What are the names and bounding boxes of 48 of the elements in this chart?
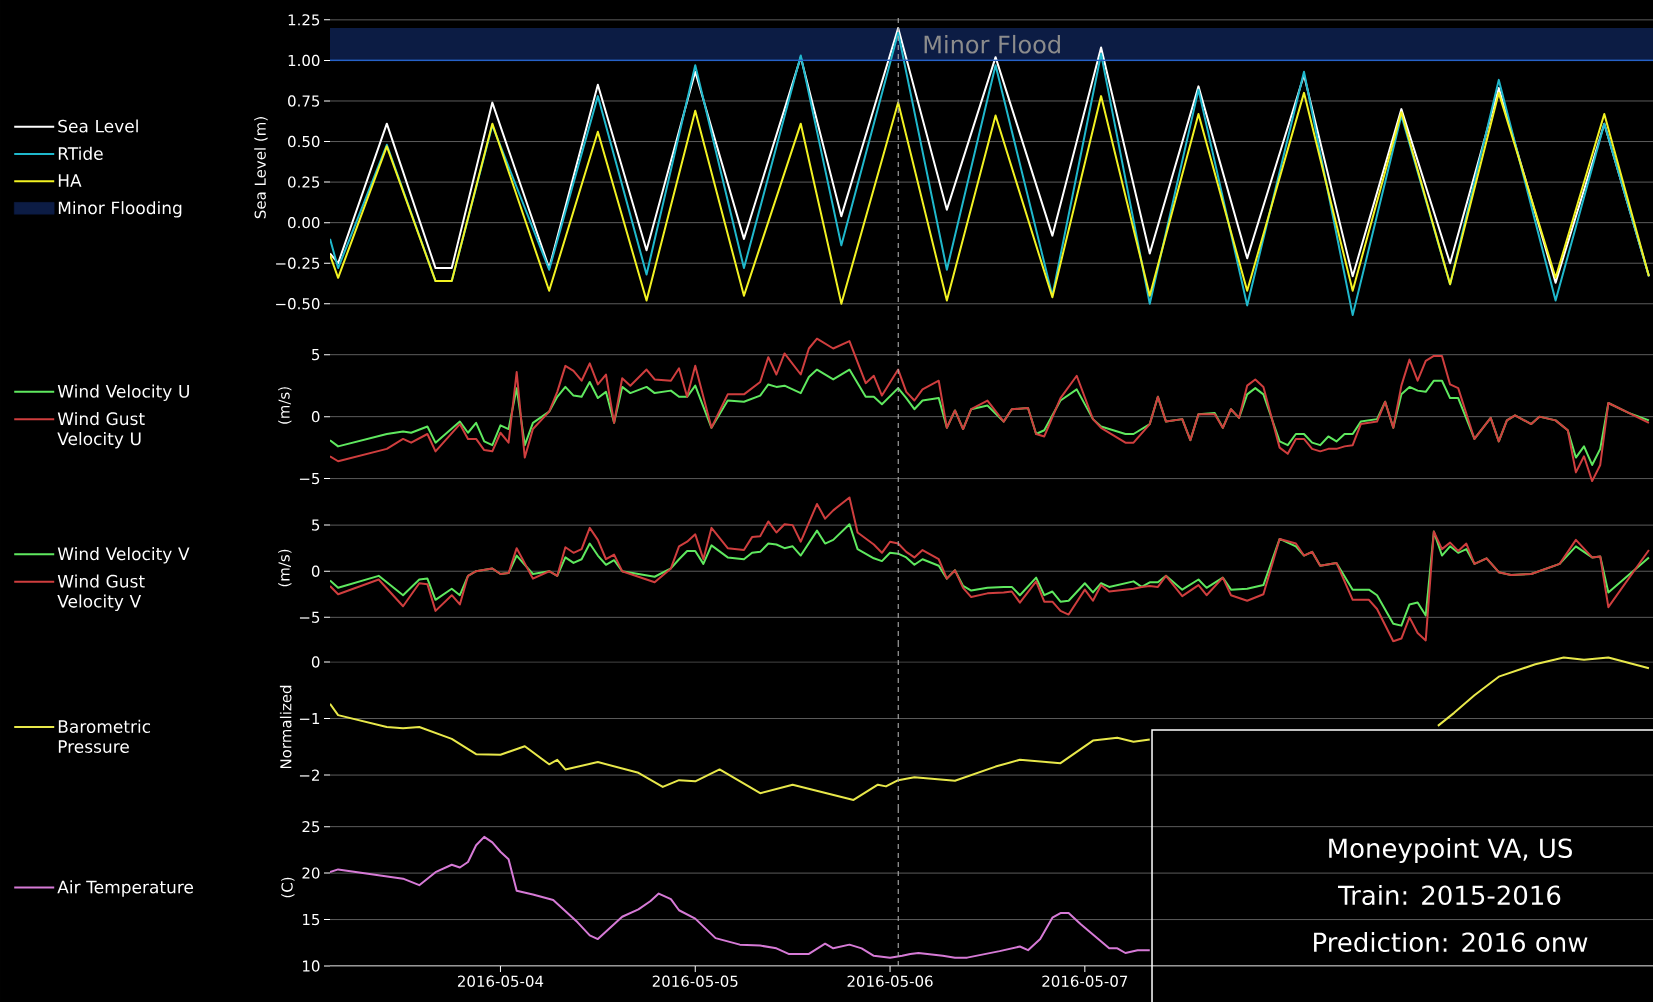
annotation: Minor Flood — [924, 34, 1060, 54]
x-tick-label: 2016-05-06 — [847, 975, 933, 987]
line-series — [330, 496, 1650, 643]
y-tick-label: −5 — [299, 611, 320, 623]
y-tick-label: −2 — [299, 769, 319, 781]
y-axis-title: (m/s) — [278, 549, 292, 587]
x-tick-label: 2016-05-04 — [457, 975, 544, 987]
line-series — [330, 337, 1650, 483]
legend-label: Wind Velocity U — [57, 384, 189, 402]
y-tick-label: 20 — [302, 867, 320, 879]
y-tick-label: 0.75 — [288, 95, 320, 107]
y-tick-label: 0.50 — [288, 135, 320, 148]
y-tick-label: 0 — [311, 410, 320, 423]
legend-label: Barometric Pressure — [58, 719, 151, 753]
y-tick-label: 0 — [311, 656, 320, 668]
y-tick-label: 15 — [303, 913, 320, 926]
legend-label: HA — [58, 174, 82, 187]
legend-label: Minor Flooding — [58, 201, 182, 218]
y-tick-label: 0.25 — [288, 176, 320, 188]
annotation: Moneypoint VA, US — [1329, 837, 1572, 864]
y-tick-label: 0.00 — [288, 216, 320, 229]
y-tick-label: 1.25 — [288, 14, 320, 26]
legend-label: Wind Gust Velocity V — [57, 574, 145, 611]
y-axis-title: (m/s) — [278, 387, 292, 424]
y-tick-label: 5 — [312, 349, 320, 361]
y-tick-label: −1 — [299, 713, 320, 724]
y-axis-title: Normalized — [279, 685, 292, 769]
y-tick-label: 5 — [312, 519, 320, 531]
legend-label: Air Temperature — [57, 880, 194, 897]
y-tick-label: −0.50 — [276, 298, 320, 310]
y-tick-label: 10 — [303, 960, 320, 972]
y-tick-label: −0.25 — [276, 257, 320, 269]
y-tick-label: −5 — [299, 473, 320, 485]
annotation: Train: 2015-2016 — [1338, 884, 1561, 906]
line-series — [330, 91, 1650, 305]
y-tick-label: 25 — [302, 820, 320, 833]
y-axis-title: (C) — [281, 877, 295, 898]
y-tick-label: 0 — [311, 565, 320, 577]
x-tick-label: 2016-05-05 — [652, 975, 738, 987]
legend-label: Sea Level — [58, 119, 138, 133]
y-axis-title: Sea Level (m) — [254, 117, 268, 219]
x-tick-label: 2016-05-07 — [1042, 975, 1128, 987]
legend-label: Wind Velocity V — [57, 547, 190, 564]
legend-label: Wind Gust Velocity U — [57, 411, 145, 449]
line-series — [330, 835, 1151, 959]
legend-label: RTide — [58, 146, 103, 160]
annotation: Prediction: 2016 onw — [1314, 931, 1588, 953]
y-tick-label: 1.00 — [288, 54, 320, 67]
